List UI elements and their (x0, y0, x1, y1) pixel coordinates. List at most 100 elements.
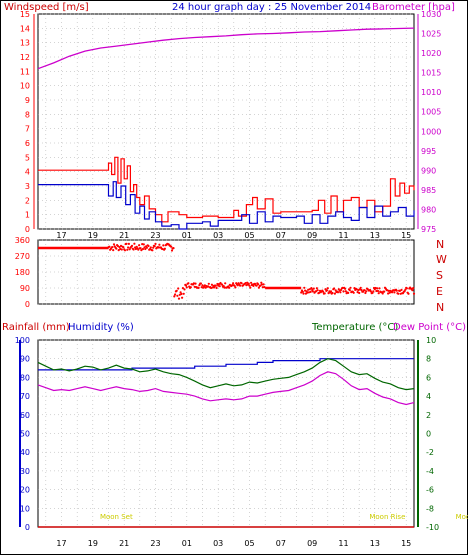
wind-direction-point (199, 282, 202, 285)
wind-direction-point (138, 244, 141, 247)
wind-direction-point (257, 286, 260, 289)
wind-direction-point (173, 295, 176, 298)
barometer-tick-label: 980 (421, 205, 436, 214)
barometer-tick-label: 985 (421, 186, 436, 195)
temperature-legend: Temperature (°C) (311, 322, 398, 333)
wind-direction-point (397, 292, 400, 295)
wind-direction-point (221, 283, 224, 286)
direction-label-n-bottom: N (436, 301, 444, 314)
wind-direction-point (194, 282, 197, 285)
wind-direction-point (120, 248, 123, 251)
wind-direction-point (206, 285, 210, 288)
wind-direction-point (387, 289, 390, 292)
windspeed-tick-label: 11 (20, 67, 30, 76)
humidity-tick-label: 90 (20, 355, 30, 364)
direction-label-e: E (436, 285, 443, 298)
windspeed-line (38, 156, 415, 223)
temperature-tick-label: 4 (426, 392, 431, 401)
wind-direction-point (183, 288, 186, 291)
x-tick-label: 21 (119, 231, 129, 240)
wind-direction-point (322, 290, 325, 293)
temperature-tick-label: -8 (426, 504, 434, 513)
barometer-tick-label: 1015 (421, 69, 441, 78)
wind-direction-point (152, 246, 155, 249)
windspeed-tick-label: 10 (20, 82, 30, 91)
temperature-tick-label: -10 (426, 523, 439, 532)
temperature-tick-label: 6 (426, 373, 431, 382)
x-tick-label: 23 (150, 231, 160, 240)
rainfall-legend: Rainfall (mm) (2, 322, 70, 333)
wind-direction-point (349, 286, 352, 289)
wind-direction-point (139, 247, 142, 250)
wind-direction-point (348, 289, 351, 292)
wind-direction-point (174, 293, 177, 296)
windspeed-tick-label: 9 (25, 96, 30, 105)
wind-direction-point (392, 289, 395, 292)
wind-direction-point (352, 291, 355, 294)
wind-direction-point (316, 289, 319, 292)
wind-direction-point (261, 286, 264, 289)
wind-direction-point (260, 281, 263, 284)
wind-direction-point (339, 291, 342, 294)
wind-direction-point (344, 287, 347, 290)
temperature-tick-label: -6 (426, 486, 434, 495)
wind-direction-point (395, 289, 398, 292)
temperature-line (37, 358, 415, 391)
wind-direction-point (117, 249, 120, 252)
wind-direction-point (223, 286, 226, 289)
temperature-tick-label: 8 (426, 355, 431, 364)
wind-direction-point (378, 287, 381, 290)
direction-tick-label: 0 (25, 300, 30, 309)
direction-label-s: S (436, 269, 443, 282)
x-tick-label: 19 (88, 539, 98, 548)
wind-direction-point (312, 287, 315, 290)
windspeed-tick-label: 15 (20, 10, 30, 19)
wind-direction-point (185, 286, 188, 289)
wind-direction-point (182, 292, 185, 295)
humidity-tick-label: 100 (15, 336, 30, 345)
wind-direction-point (248, 284, 251, 287)
wind-direction-point (143, 246, 146, 249)
wind-direction-point (333, 287, 336, 290)
barometer-tick-label: 1005 (421, 108, 441, 117)
wind-direction-point (336, 291, 340, 294)
wind-direction-point (211, 286, 214, 289)
wind-direction-point (329, 290, 333, 293)
wind-direction-point (325, 289, 329, 292)
wind-direction-point (315, 287, 318, 290)
temperature-tick-label: -2 (426, 448, 434, 457)
wind-direction-point (383, 290, 386, 293)
wind-direction-point (112, 249, 115, 252)
wind-direction-point (177, 287, 180, 290)
wind-direction-point (127, 246, 130, 249)
humidity-line (38, 358, 414, 371)
x-tick-label: 07 (276, 231, 286, 240)
wind-direction-point (201, 284, 204, 287)
wind-direction-point (125, 242, 128, 245)
wind-direction-point (213, 286, 216, 289)
barometer-tick-label: 975 (421, 225, 436, 234)
wind-direction-point (404, 288, 407, 291)
direction-tick-label: 180 (15, 268, 30, 277)
wind-direction-point (393, 291, 396, 294)
x-tick-label: 13 (370, 231, 380, 240)
dewpoint-legend: Dew Point (°C) (393, 322, 466, 333)
wind-direction-point (127, 242, 130, 245)
wind-direction-point (240, 282, 243, 285)
wind-direction-point (400, 288, 403, 291)
wind-direction-point (369, 290, 372, 293)
windspeed-tick-label: 12 (20, 53, 30, 62)
wind-direction-point (157, 246, 160, 249)
x-tick-label: 01 (182, 231, 192, 240)
wind-direction-point (323, 292, 326, 295)
wind-direction-point (344, 290, 347, 293)
windspeed-tick-label: 14 (20, 24, 30, 33)
wind-direction-point (250, 281, 253, 284)
wind-direction-point (162, 244, 165, 247)
direction-tick-label: 270 (15, 252, 30, 261)
wind-direction-point (360, 288, 363, 292)
wind-direction-point (342, 290, 345, 293)
